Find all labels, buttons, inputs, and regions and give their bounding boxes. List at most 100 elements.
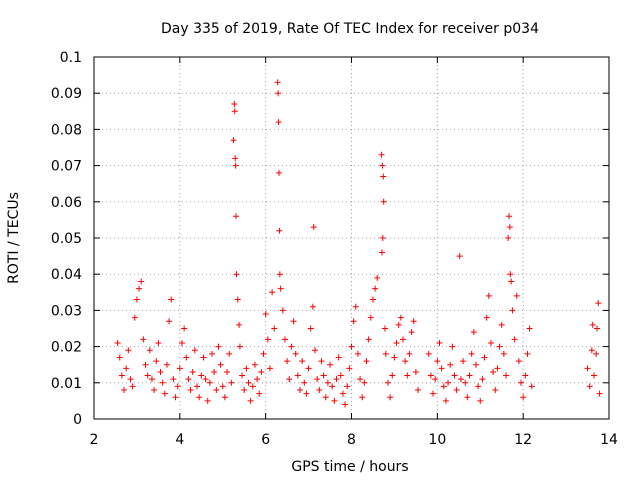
data-point — [309, 303, 316, 310]
data-point — [288, 343, 295, 350]
data-point — [506, 213, 513, 220]
data-point — [196, 394, 203, 401]
data-point — [178, 339, 185, 346]
data-point — [191, 347, 198, 354]
data-point — [200, 354, 207, 361]
y-tick-label: 0.07 — [51, 159, 82, 175]
data-point — [590, 372, 597, 379]
data-point — [254, 376, 261, 383]
data-point — [172, 394, 179, 401]
data-point — [213, 387, 220, 394]
data-point — [490, 368, 497, 375]
y-tick-label: 0.05 — [51, 231, 82, 247]
data-point — [526, 325, 533, 332]
data-point — [586, 383, 593, 390]
data-point — [236, 343, 243, 350]
data-point — [125, 347, 132, 354]
data-point — [231, 108, 238, 115]
data-point — [595, 300, 602, 307]
data-point — [357, 376, 364, 383]
y-tick-label: 0.1 — [60, 50, 82, 66]
data-point — [232, 162, 239, 169]
data-point — [277, 285, 284, 292]
data-point — [410, 318, 417, 325]
data-point — [275, 90, 282, 97]
data-point — [232, 155, 239, 162]
data-point — [507, 271, 514, 278]
data-point — [226, 350, 233, 357]
data-point — [404, 372, 411, 379]
data-point — [161, 390, 168, 397]
data-point — [260, 350, 267, 357]
data-point — [239, 372, 246, 379]
y-tick-label: 0.02 — [51, 340, 82, 356]
data-point — [481, 354, 488, 361]
data-point — [144, 372, 151, 379]
data-point — [276, 227, 283, 234]
data-point — [281, 336, 288, 343]
data-point — [155, 339, 162, 346]
data-point — [588, 347, 595, 354]
data-point — [367, 314, 374, 321]
data-point — [251, 361, 258, 368]
data-point — [344, 383, 351, 390]
data-point — [436, 339, 443, 346]
data-point — [118, 372, 125, 379]
data-point — [163, 361, 170, 368]
data-point — [187, 387, 194, 394]
data-point — [363, 358, 370, 365]
data-point — [217, 361, 224, 368]
data-point — [249, 383, 256, 390]
data-point — [320, 372, 327, 379]
data-point — [275, 119, 282, 126]
data-point — [166, 318, 173, 325]
data-point — [322, 394, 329, 401]
data-point — [230, 137, 237, 144]
data-point — [185, 376, 192, 383]
data-point — [384, 379, 391, 386]
data-point — [518, 379, 525, 386]
data-point — [204, 397, 211, 404]
data-point — [269, 289, 276, 296]
data-point — [485, 292, 492, 299]
data-point — [224, 368, 231, 375]
data-points — [114, 79, 603, 408]
x-tick-label: 8 — [347, 432, 356, 448]
data-point — [153, 358, 160, 365]
data-point — [202, 376, 209, 383]
data-point — [509, 307, 516, 314]
x-axis-ticks: 2 4 6 8 10 12 14 — [90, 57, 618, 448]
data-point — [337, 372, 344, 379]
data-point — [228, 379, 235, 386]
data-point — [168, 296, 175, 303]
data-point — [380, 173, 387, 180]
data-point — [593, 350, 600, 357]
data-point — [211, 368, 218, 375]
data-point — [475, 383, 482, 390]
data-point — [148, 376, 155, 383]
data-point — [339, 390, 346, 397]
data-point — [460, 358, 467, 365]
data-point — [271, 325, 278, 332]
data-point — [140, 336, 147, 343]
data-point — [354, 350, 361, 357]
data-point — [430, 390, 437, 397]
data-point — [382, 350, 389, 357]
data-point — [327, 361, 334, 368]
data-point — [294, 372, 301, 379]
data-point — [503, 372, 509, 379]
grid — [94, 57, 609, 419]
data-point — [303, 390, 310, 397]
data-point — [256, 390, 263, 397]
data-point — [378, 151, 385, 158]
x-tick-label: 6 — [261, 432, 270, 448]
data-point — [198, 372, 205, 379]
data-point — [359, 394, 366, 401]
y-tick-label: 0.01 — [51, 376, 82, 392]
data-point — [176, 365, 183, 372]
data-point — [466, 372, 473, 379]
data-point — [449, 343, 456, 350]
data-point — [406, 350, 413, 357]
data-point — [427, 372, 434, 379]
data-point — [365, 336, 372, 343]
